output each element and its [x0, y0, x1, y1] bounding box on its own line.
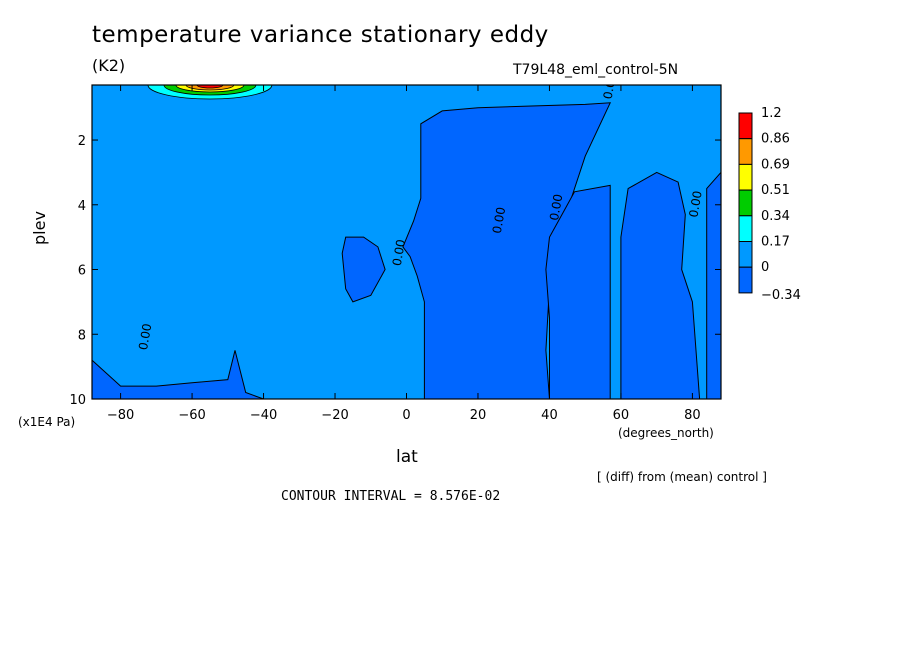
colorbar-swatch [738, 163, 753, 191]
y-tick-label: 10 [69, 393, 86, 408]
contour-layer: 0.00 0.00 0.00 0.00 0.00 0.00 [92, 72, 721, 399]
colorbar-swatch [738, 189, 753, 217]
y-tick-label: 6 [78, 264, 86, 279]
diff-note: [ (diff) from (mean) control ] [597, 470, 767, 484]
negative-region-high-lat-band [620, 171, 701, 399]
colorbar-label: 0.51 [761, 183, 790, 198]
x-tick-label: 40 [541, 408, 558, 423]
colorbar-label: −0.34 [761, 288, 801, 303]
y-tick-label: 8 [78, 328, 86, 343]
colorbar-label: 0.17 [761, 235, 790, 250]
y-tick-label: 4 [78, 199, 86, 214]
positive-max-contour-4 [196, 85, 224, 89]
y-axis-units: (x1E4 Pa) [18, 415, 76, 429]
colorbar-swatch [738, 112, 753, 140]
x-tick-label: 0 [402, 408, 410, 423]
colorbar-swatch [738, 138, 753, 165]
contour-label-0: 0.00 [136, 322, 154, 351]
colorbar-label: 0.69 [761, 157, 790, 172]
x-tick-label: −80 [107, 408, 134, 423]
contour-interval-text: CONTOUR INTERVAL = 8.576E-02 [281, 489, 501, 504]
negative-region-sh-pocket [341, 236, 386, 303]
colorbar-swatch [738, 266, 753, 294]
x-tick-label: −40 [250, 408, 277, 423]
x-tick-label: 60 [613, 408, 630, 423]
x-tick-label: 20 [470, 408, 487, 423]
colorbar-label: 0 [761, 260, 769, 275]
contour-label-5: 0.00 [601, 72, 619, 101]
x-tick-label: −20 [321, 408, 348, 423]
chart-title: temperature variance stationary eddy [92, 22, 549, 48]
x-tick-label: 80 [684, 408, 701, 423]
negative-region-nh-tongue [545, 184, 611, 399]
contour-label-4: 0.00 [686, 190, 704, 219]
run-id-label: T79L48_eml_control-5N [513, 62, 679, 78]
colorbar-swatch [738, 241, 753, 268]
contour-label-2: 0.00 [490, 206, 508, 235]
x-axis-units: (degrees_north) [618, 426, 714, 440]
y-tick-label: 2 [78, 134, 86, 149]
colorbar-label: 1.2 [761, 106, 782, 121]
colorbar-swatch [738, 215, 753, 243]
contour-label-3: 0.00 [547, 193, 565, 222]
colorbar-label: 0.34 [761, 209, 790, 224]
x-axis-label: lat [396, 447, 418, 467]
contour-label-1: 0.00 [390, 238, 408, 267]
colorbar-label: 0.86 [761, 132, 790, 147]
negative-region-sh-lower-left [92, 350, 264, 399]
units-label: (K2) [92, 56, 126, 75]
x-tick-label: −60 [178, 408, 205, 423]
negative-region-pole-strip [706, 171, 721, 399]
